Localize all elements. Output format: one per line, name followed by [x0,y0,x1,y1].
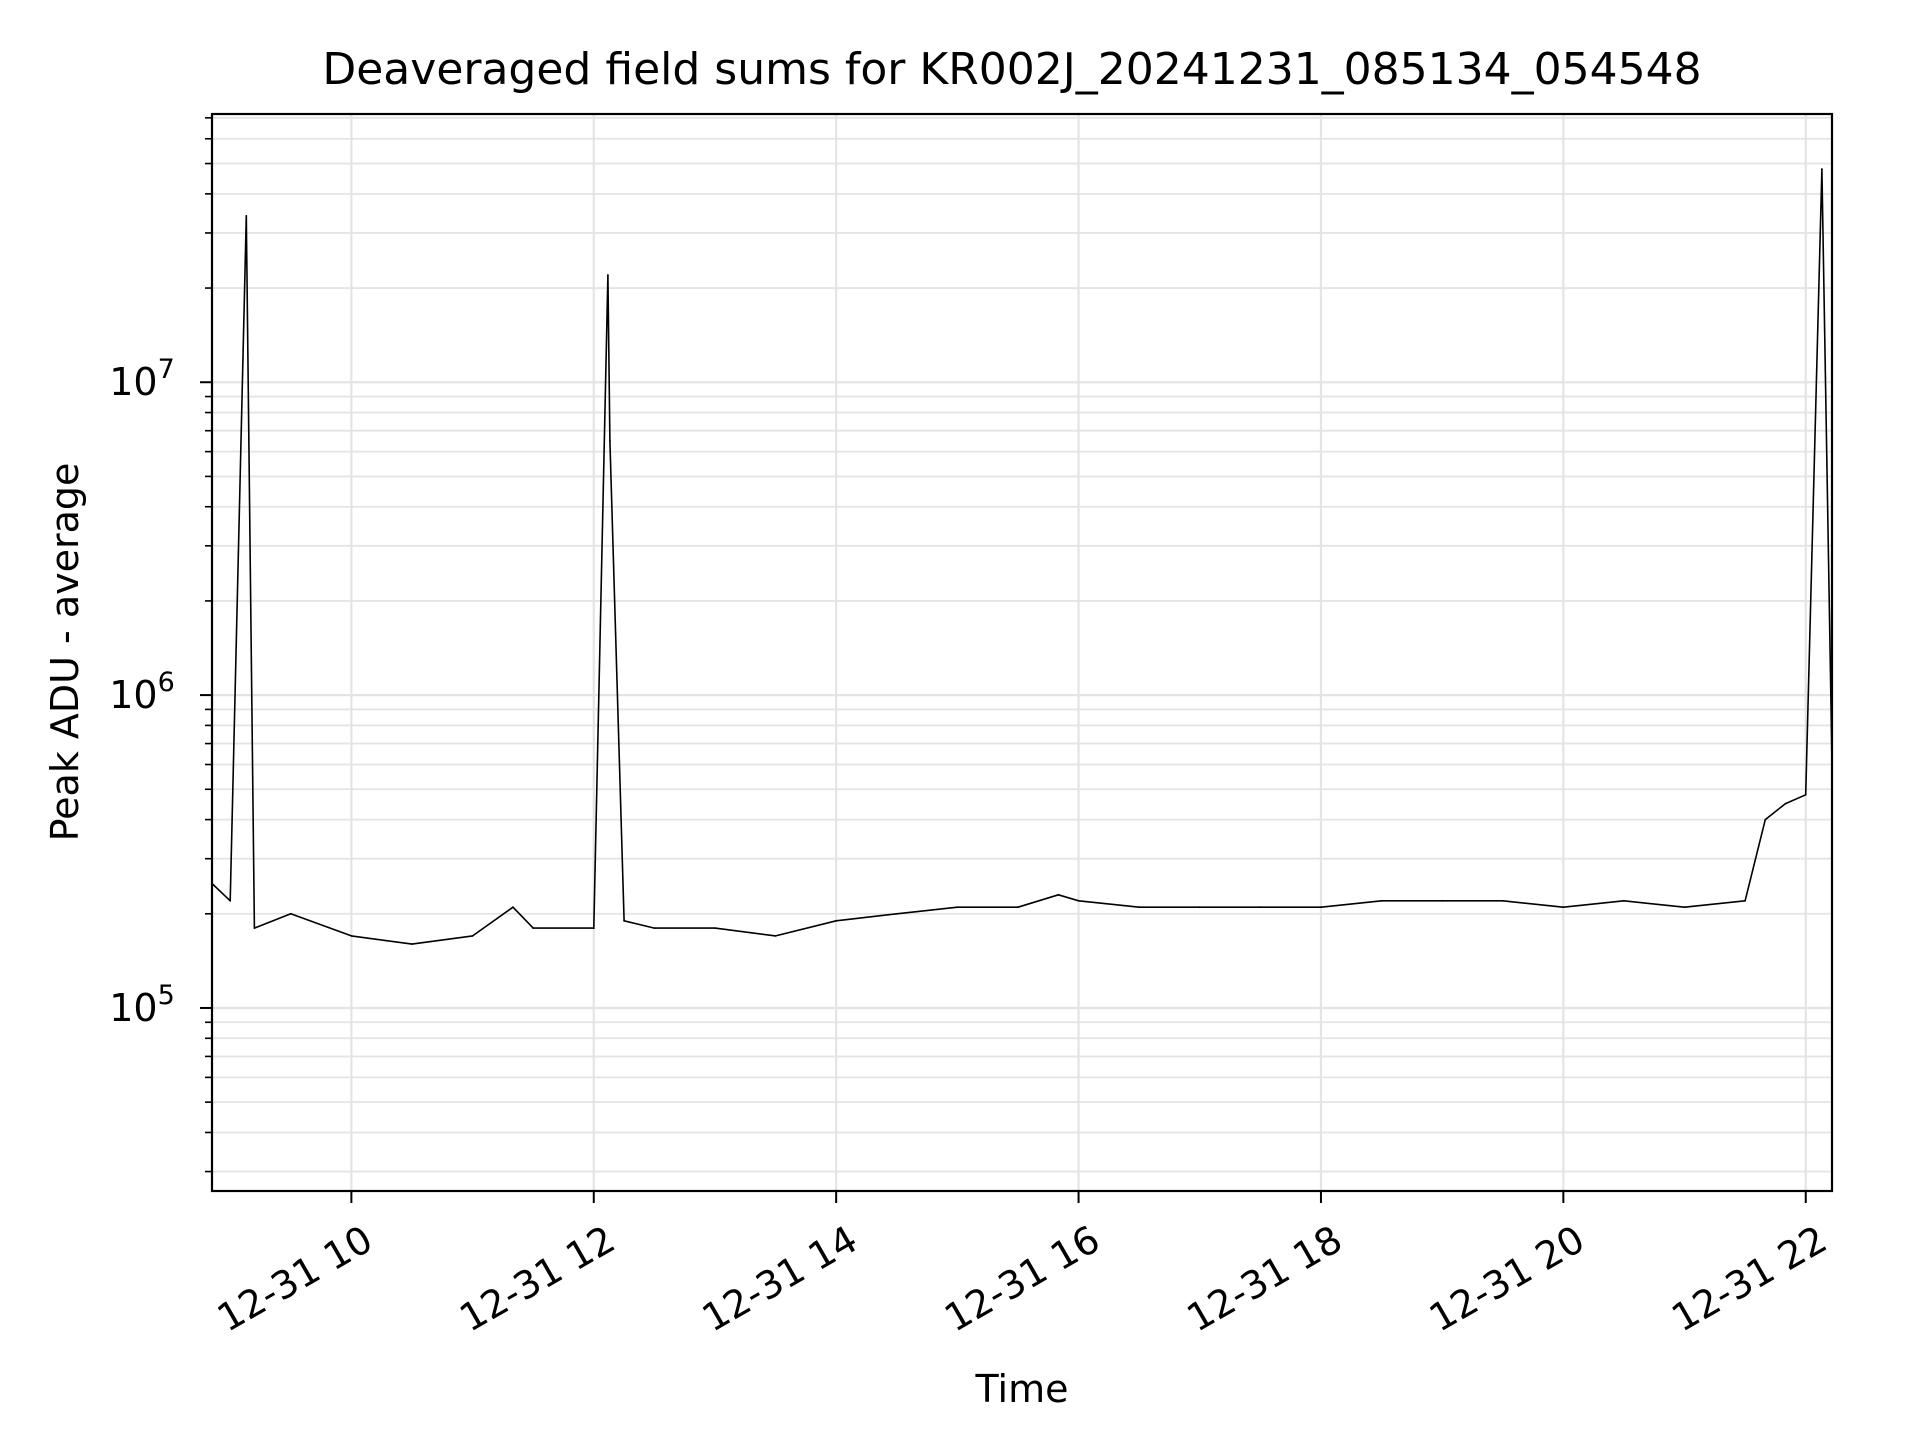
data-point [471,935,474,937]
plot-frame [210,112,1834,1193]
data-point [1198,906,1201,909]
data-point [1623,899,1625,902]
x-axis-label: Time [975,1367,1069,1411]
data-point [1821,168,1823,171]
series-layer [211,168,1833,945]
data-point [1501,899,1504,902]
data-point [1441,899,1443,902]
data-point [1764,818,1767,821]
data-point [1077,899,1080,902]
chart-title: Deaveraged field sums for KR002J_2024123… [322,44,1701,95]
data-point [1562,906,1565,909]
data-point [956,906,959,909]
data-point [350,935,353,937]
y-tick-label: 105 [109,980,175,1030]
y-tick-label-base: 10 [109,360,157,404]
y-tick-label-exponent: 7 [158,354,175,385]
data-point [1057,893,1060,896]
data-point [1259,906,1262,909]
data-point [532,927,535,929]
data-point [1380,899,1383,902]
y-axis-label: Peak ADU - average [43,463,87,842]
data-point [714,927,716,929]
y-tick-label-exponent: 6 [158,667,175,698]
data-point [609,439,611,442]
data-point [289,912,292,915]
data-point [623,919,625,922]
data-point [835,919,838,922]
data-point [653,927,656,929]
data-point [1744,899,1746,902]
data-point [1138,906,1141,909]
grid [212,114,1832,1191]
y-tick-label-base: 10 [109,673,157,717]
data-point [774,935,777,937]
data-point [592,927,595,929]
data-point [229,899,232,902]
data-point [1017,906,1019,909]
data-point [245,215,248,217]
y-tick-label: 107 [109,354,175,404]
data-point [1804,793,1807,796]
data-point [512,906,514,909]
data-point [607,274,609,276]
y-tick-label: 106 [109,667,175,717]
y-tick-label-exponent: 5 [158,980,175,1011]
data-point [1320,906,1322,909]
data-point [1683,906,1686,909]
data-point [895,912,898,915]
y-tick-label-base: 10 [109,986,157,1030]
data-point [411,943,413,945]
data-point [253,927,256,929]
data-point [1784,802,1787,805]
